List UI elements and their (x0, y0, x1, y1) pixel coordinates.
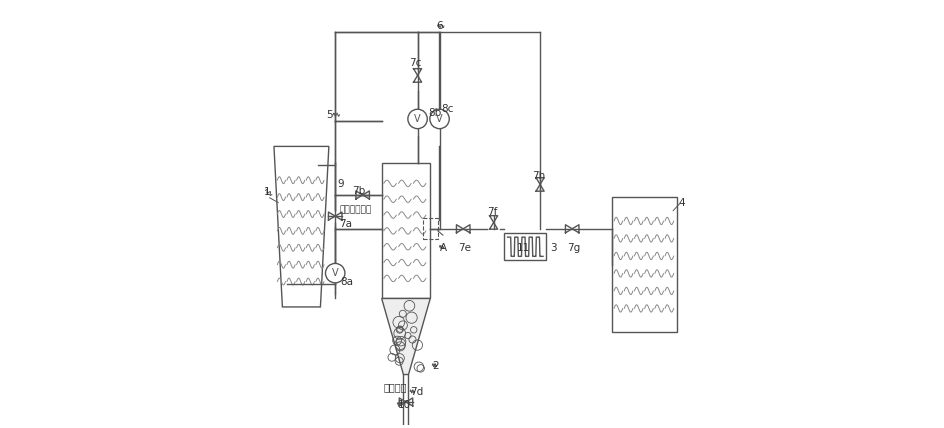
Text: 7e: 7e (458, 243, 471, 253)
Text: 8b: 8b (428, 107, 441, 118)
Bar (612, 197, 677, 332)
Text: 7c: 7c (409, 58, 421, 68)
Polygon shape (381, 298, 430, 374)
Text: 3: 3 (550, 243, 557, 253)
Text: 7g: 7g (567, 243, 581, 253)
Circle shape (325, 263, 345, 283)
Text: V: V (436, 113, 443, 124)
Text: 8a: 8a (340, 276, 353, 287)
Text: 10: 10 (397, 400, 411, 410)
Text: 2: 2 (432, 361, 439, 371)
Text: 1: 1 (263, 187, 270, 197)
Bar (381, 163, 430, 298)
Text: 冲洗管道接口: 冲洗管道接口 (339, 205, 371, 214)
Text: 9: 9 (337, 179, 344, 190)
Circle shape (430, 109, 448, 129)
Text: 7h: 7h (531, 171, 545, 181)
Text: 6: 6 (436, 21, 443, 31)
Text: 5: 5 (326, 110, 332, 120)
Text: 7b: 7b (352, 186, 365, 196)
Bar (504, 233, 546, 261)
Text: V: V (413, 113, 420, 124)
Text: 11: 11 (516, 243, 530, 253)
Text: A: A (439, 243, 447, 253)
Text: 4: 4 (678, 197, 684, 208)
Bar (422, 218, 437, 239)
Text: 7a: 7a (339, 219, 352, 229)
Text: 8c: 8c (441, 104, 453, 114)
Text: 排污管道: 排污管道 (383, 382, 407, 392)
Text: V: V (331, 268, 338, 278)
Circle shape (408, 109, 427, 129)
Text: 7d: 7d (410, 387, 423, 397)
Text: 7f: 7f (487, 207, 497, 217)
